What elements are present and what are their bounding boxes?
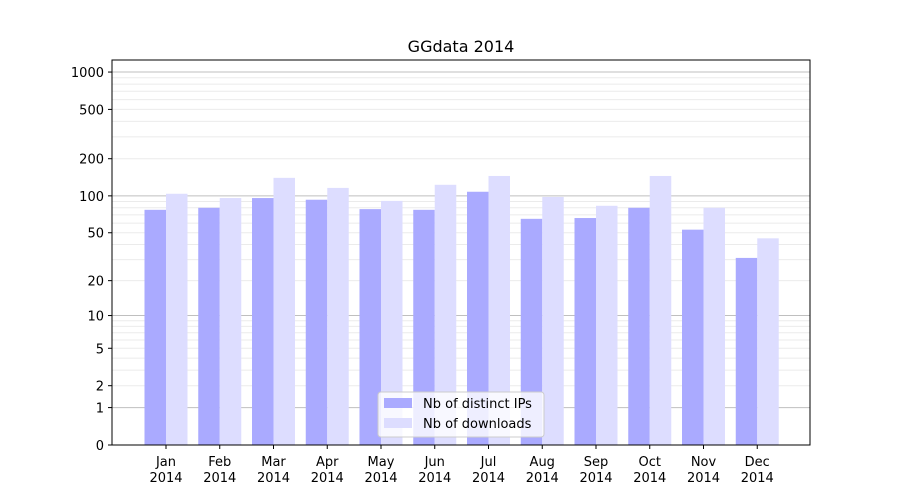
- x-tick-label: Aug 2014: [526, 455, 559, 486]
- chart-title: GGdata 2014: [408, 37, 515, 56]
- x-tick-label: Apr 2014: [311, 455, 344, 486]
- y-tick-label: 0: [96, 439, 104, 454]
- legend-box: [377, 391, 545, 438]
- y-tick-label: 1: [96, 402, 104, 417]
- bar-distinct-ips: [574, 218, 596, 445]
- legend-label: Nb of downloads: [423, 417, 532, 432]
- bar-distinct-ips: [628, 207, 650, 445]
- x-tick-label: Sep 2014: [579, 455, 612, 486]
- bar-downloads: [757, 238, 779, 445]
- y-axis: 0 1 2 5 10 20 50 100 200 500 1000: [71, 66, 112, 454]
- bar-downloads: [596, 205, 618, 445]
- x-tick-label: Dec 2014: [741, 455, 774, 486]
- y-tick-label: 20: [87, 275, 104, 290]
- bar-downloads: [327, 187, 349, 445]
- y-tick-label: 1000: [71, 66, 104, 81]
- bar-distinct-ips: [252, 198, 274, 445]
- bar-distinct-ips: [359, 209, 381, 445]
- y-tick-label: 50: [87, 227, 104, 242]
- y-tick-label: 10: [87, 310, 104, 325]
- y-tick-label: 500: [79, 103, 104, 118]
- y-tick-label: 200: [79, 153, 104, 168]
- bar-downloads: [703, 207, 725, 445]
- x-tick-label: Jul 2014: [472, 455, 505, 486]
- x-tick-label: Nov 2014: [687, 455, 720, 486]
- legend-swatch: [384, 418, 412, 428]
- bar-distinct-ips: [413, 209, 435, 445]
- bar-distinct-ips: [305, 199, 328, 445]
- y-tick-label: 5: [96, 342, 104, 357]
- bar-distinct-ips: [735, 257, 758, 445]
- plot-frame: [111, 59, 811, 446]
- bar-downloads: [434, 184, 457, 445]
- bar-distinct-ips: [467, 191, 489, 445]
- bar-distinct-ips: [682, 229, 704, 445]
- bar-downloads: [166, 193, 188, 445]
- bar-downloads: [488, 175, 510, 445]
- bar-downloads: [649, 175, 672, 445]
- bar-downloads: [381, 200, 403, 445]
- x-tick-label: Mar 2014: [257, 455, 290, 486]
- x-axis: Jan 2014 Feb 2014 Mar 2014 Apr 2014 May 2014 Jun 20…: [149, 445, 774, 486]
- bars: [144, 175, 779, 446]
- x-tick-label: Jan 2014: [149, 455, 182, 486]
- bar-downloads: [542, 196, 564, 445]
- x-tick-label: May 2014: [364, 455, 397, 486]
- legend-label: Nb of distinct IPs: [423, 397, 532, 412]
- x-tick-label: Jun 2014: [418, 455, 451, 486]
- bar-downloads: [273, 177, 295, 446]
- bar-distinct-ips: [144, 209, 166, 445]
- y-tick-label: 100: [79, 190, 104, 205]
- y-tick-label: 2: [96, 380, 104, 395]
- bar-downloads: [219, 198, 242, 445]
- x-tick-label: Oct 2014: [633, 455, 666, 486]
- legend: Nb of distinct IPs Nb of downloads: [377, 391, 545, 438]
- legend-swatch: [384, 398, 412, 408]
- bar-distinct-ips: [198, 207, 220, 445]
- x-tick-label: Feb 2014: [203, 455, 236, 486]
- bar-distinct-ips: [520, 218, 543, 445]
